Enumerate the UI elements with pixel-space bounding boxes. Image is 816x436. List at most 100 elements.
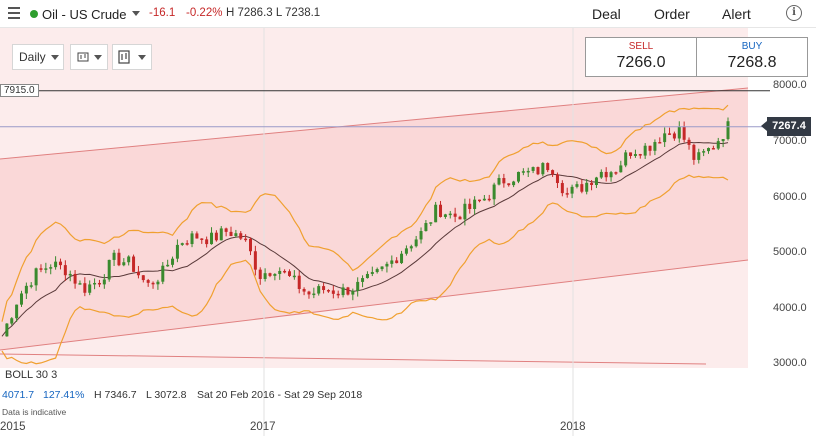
candle-body	[136, 271, 140, 276]
candle-body	[624, 152, 628, 166]
candle-body	[361, 278, 365, 282]
candle-body	[322, 286, 326, 291]
candle-body	[331, 290, 335, 294]
candle-body	[132, 256, 136, 272]
candle-body	[156, 281, 160, 285]
candle-body	[536, 167, 540, 175]
candle-body	[404, 248, 408, 254]
interval-dropdown[interactable]: Daily	[12, 44, 64, 70]
candle-body	[390, 260, 394, 264]
candle-body	[317, 286, 321, 294]
candle-body	[195, 233, 199, 239]
instrument-name[interactable]: Oil - US Crude	[42, 7, 127, 22]
trade-panel: SELL 7266.0 BUY 7268.8	[585, 37, 808, 77]
candle-body	[653, 142, 657, 151]
candle-body	[326, 290, 330, 292]
candle-body	[122, 262, 126, 266]
candle-body	[180, 243, 184, 245]
chart-type-dropdown[interactable]	[70, 44, 108, 70]
grid-lines	[263, 28, 574, 436]
y-tick-label: 6000.0	[773, 191, 807, 203]
candle-body	[161, 265, 165, 282]
y-tick-label: 5000.0	[773, 246, 807, 258]
candle-body	[555, 174, 559, 184]
indicator-lower-value: 4071.7	[2, 389, 35, 401]
candle-body	[668, 133, 672, 135]
trend-channel	[0, 88, 748, 350]
candle-body	[551, 170, 555, 175]
range-high-value: H 7346.7	[94, 389, 137, 401]
candle-body	[687, 139, 691, 145]
sell-button[interactable]: SELL 7266.0	[586, 38, 696, 76]
candle-body	[273, 273, 277, 276]
candle-body	[375, 269, 379, 273]
candle-body	[443, 214, 447, 217]
candle-body	[63, 265, 67, 276]
channel-base-line	[0, 353, 707, 365]
indicator-percent-value: 127.41%	[43, 389, 85, 401]
candle-body	[478, 199, 482, 202]
candle-body	[44, 268, 48, 270]
candle-body	[541, 163, 545, 175]
candle-body	[692, 144, 696, 160]
info-icon[interactable]: i	[786, 5, 802, 21]
candle-body	[210, 232, 214, 245]
candle-body	[171, 258, 175, 265]
candle-body	[565, 193, 569, 195]
candle-body	[68, 273, 72, 276]
deal-menu[interactable]: Deal	[592, 6, 621, 22]
candle-body	[521, 171, 525, 173]
candle-body	[205, 239, 209, 245]
candle-body	[88, 284, 92, 293]
candle-body	[448, 213, 452, 216]
reference-level-tag[interactable]: 7915.0	[0, 84, 39, 97]
candle-body	[127, 256, 131, 263]
candle-body	[594, 177, 598, 185]
candle-body	[253, 251, 257, 270]
candle-body	[224, 228, 228, 232]
y-tick-label: 3000.0	[773, 357, 807, 369]
candle-body	[185, 243, 189, 245]
chevron-down-icon[interactable]	[132, 11, 140, 16]
candle-body	[385, 263, 389, 267]
chevron-down-icon	[94, 54, 102, 60]
candle-body	[93, 282, 97, 285]
candle-body	[190, 233, 194, 245]
candle-body	[585, 182, 589, 192]
candle-body	[97, 282, 101, 285]
candle-body	[526, 170, 530, 173]
candle-body	[141, 275, 145, 281]
alert-menu[interactable]: Alert	[722, 6, 751, 22]
candle-body	[726, 121, 730, 140]
indicator-label[interactable]: BOLL 30 3	[5, 369, 58, 381]
candle-body	[609, 172, 613, 178]
x-tick-label: 2015	[0, 421, 26, 433]
candle-body	[463, 203, 467, 220]
candle-body	[151, 282, 155, 285]
high-low-readout: H 7286.3 L 7238.1	[226, 7, 321, 19]
order-menu[interactable]: Order	[654, 6, 690, 22]
sell-label: SELL	[628, 41, 654, 52]
range-low-value: L 3072.8	[146, 389, 187, 401]
chevron-down-icon	[138, 54, 146, 60]
candle-body	[697, 152, 701, 160]
candle-body	[643, 145, 647, 156]
candle-body	[672, 133, 676, 139]
price-change: -16.1	[149, 7, 176, 19]
candle-body	[487, 198, 491, 201]
menu-icon[interactable]	[8, 7, 20, 19]
candle-body	[370, 272, 374, 274]
buy-button[interactable]: BUY 7268.8	[696, 38, 807, 76]
bollinger-upper-band	[1, 104, 729, 322]
drawing-tools-dropdown[interactable]	[112, 44, 152, 70]
price-chart[interactable]	[0, 28, 816, 436]
y-tick-label: 8000.0	[773, 79, 807, 91]
candle-body	[492, 184, 496, 200]
candle-body	[516, 171, 520, 182]
price-change-percent: -0.22%	[186, 7, 223, 19]
candle-body	[175, 244, 179, 259]
candle-body	[429, 222, 433, 224]
candle-body	[166, 264, 170, 267]
buy-label: BUY	[741, 41, 763, 52]
candle-body	[102, 279, 106, 285]
